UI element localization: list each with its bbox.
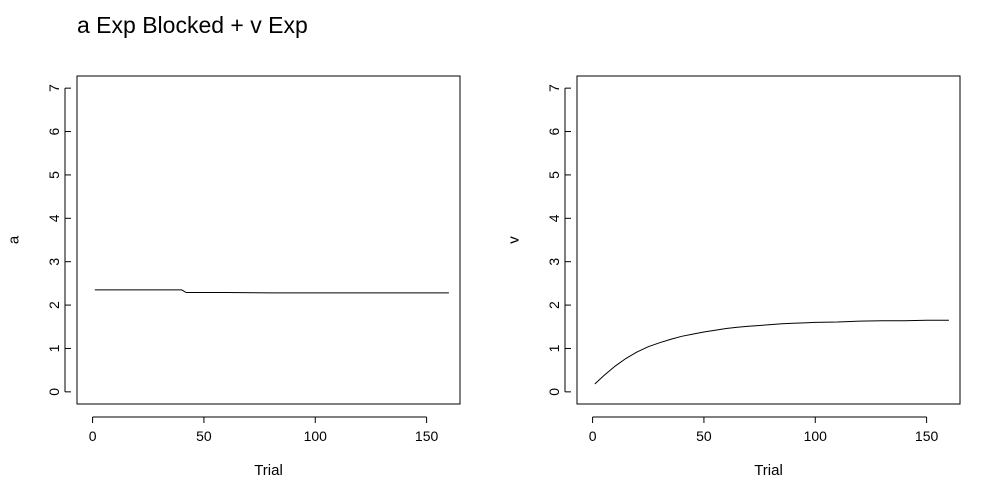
y-tick-label: 2 xyxy=(46,301,62,309)
x-tick-label: 0 xyxy=(89,428,97,444)
y-tick-label: 5 xyxy=(546,171,562,179)
y-tick-label: 1 xyxy=(46,344,62,352)
x-axis-title: Trial xyxy=(754,462,783,479)
x-tick-label: 150 xyxy=(415,428,439,444)
y-tick-label: 1 xyxy=(546,344,562,352)
y-tick-label: 0 xyxy=(546,388,562,396)
x-tick-label: 150 xyxy=(915,428,939,444)
y-tick-label: 0 xyxy=(46,388,62,396)
x-tick-label: 50 xyxy=(696,428,712,444)
y-tick-label: 7 xyxy=(46,84,62,92)
x-tick-label: 50 xyxy=(196,428,212,444)
x-axis-title: Trial xyxy=(254,462,283,479)
y-tick-label: 6 xyxy=(546,127,562,135)
y-tick-label: 6 xyxy=(46,127,62,135)
figure-title: a Exp Blocked + v Exp xyxy=(77,12,308,38)
x-tick-label: 100 xyxy=(804,428,828,444)
y-axis-title: a xyxy=(6,235,23,244)
y-tick-label: 5 xyxy=(46,171,62,179)
x-tick-label: 100 xyxy=(304,428,328,444)
y-tick-label: 7 xyxy=(546,84,562,92)
y-tick-label: 4 xyxy=(46,214,62,222)
y-tick-label: 3 xyxy=(546,258,562,266)
series-line-a xyxy=(94,289,449,294)
x-tick-label: 0 xyxy=(589,428,597,444)
plot-frame xyxy=(576,75,961,405)
y-tick-label: 2 xyxy=(546,301,562,309)
series-line-v xyxy=(594,319,949,385)
y-tick-label: 3 xyxy=(46,258,62,266)
plot-frame xyxy=(76,75,461,405)
y-tick-label: 4 xyxy=(546,214,562,222)
y-axis-title: v xyxy=(506,236,523,244)
